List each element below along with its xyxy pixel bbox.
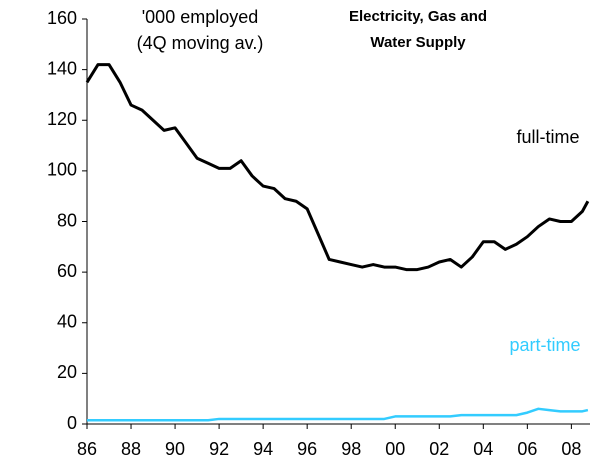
x-tick-label: 92	[209, 439, 229, 459]
x-tick-label: 98	[341, 439, 361, 459]
y-tick-label: 120	[47, 109, 77, 129]
chart-title: Water Supply	[370, 34, 466, 51]
series-line	[85, 63, 590, 272]
x-tick-label: 08	[561, 439, 581, 459]
x-tick-label: 00	[385, 439, 405, 459]
y-tick-label: 160	[47, 8, 77, 28]
y-tick-label: 100	[47, 160, 77, 180]
x-tick-label: 96	[297, 439, 317, 459]
x-tick-label: 02	[429, 439, 449, 459]
x-tick-label: 86	[77, 439, 97, 459]
x-tick-label: 90	[165, 439, 185, 459]
series-label: full-time	[516, 127, 579, 147]
y-tick-label: 20	[57, 362, 77, 382]
y-tick-label: 40	[57, 312, 77, 332]
y-tick-label: 140	[47, 58, 77, 78]
x-tick-label: 94	[253, 439, 273, 459]
x-tick-label: 04	[473, 439, 493, 459]
x-tick-label: 06	[517, 439, 537, 459]
y-tick-label: 0	[67, 413, 77, 433]
series-label: part-time	[509, 335, 580, 355]
y-tick-label: 80	[57, 210, 77, 230]
chart-title: Electricity, Gas and	[349, 8, 487, 25]
y-tick-label: 60	[57, 261, 77, 281]
x-tick-label: 88	[121, 439, 141, 459]
y-label: (4Q moving av.)	[137, 33, 264, 53]
y-label: '000 employed	[142, 7, 259, 27]
series-line	[87, 407, 589, 422]
